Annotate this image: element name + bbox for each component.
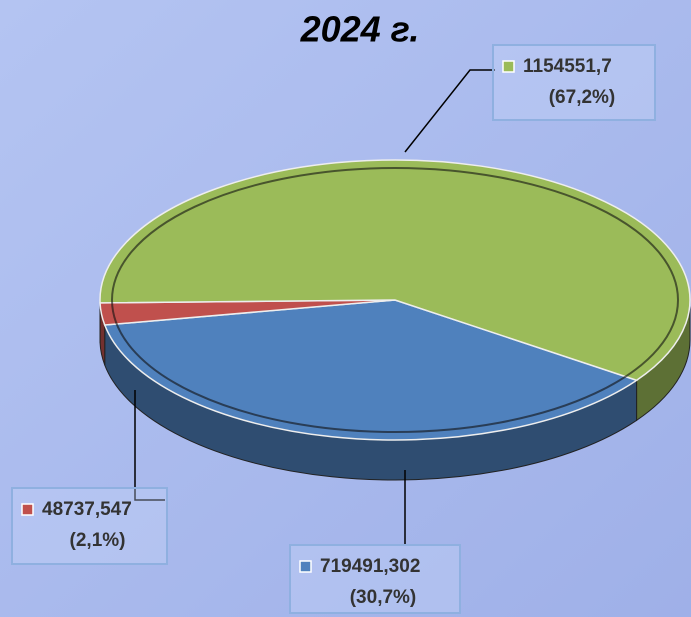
value-label: 48737,547: [42, 499, 132, 520]
labels: 1154551,7 (67,2%) 48737,547 (2,1%) 719491,30…: [11, 44, 656, 614]
pie-slice: [103, 299, 639, 441]
leader-line: [134, 390, 165, 501]
label-box: [11, 487, 168, 565]
pie: [99, 159, 691, 481]
percent-label: (2,1%): [70, 530, 126, 551]
label-swatch: [299, 560, 312, 573]
label-swatch: [21, 503, 34, 516]
pie-slice: [99, 159, 691, 382]
label-box: [492, 44, 656, 121]
pie-rim: [111, 167, 679, 433]
leader-line: [404, 69, 495, 153]
value-label: 719491,302: [320, 556, 420, 577]
label-box: [289, 544, 461, 614]
chart-title: 2024 г.: [300, 9, 420, 50]
label-swatch: [502, 60, 515, 73]
leader-lines: [134, 69, 495, 545]
percent-label: (30,7%): [350, 587, 417, 608]
value-label: 1154551,7: [523, 56, 612, 77]
percent-label: (67,2%): [549, 87, 616, 108]
